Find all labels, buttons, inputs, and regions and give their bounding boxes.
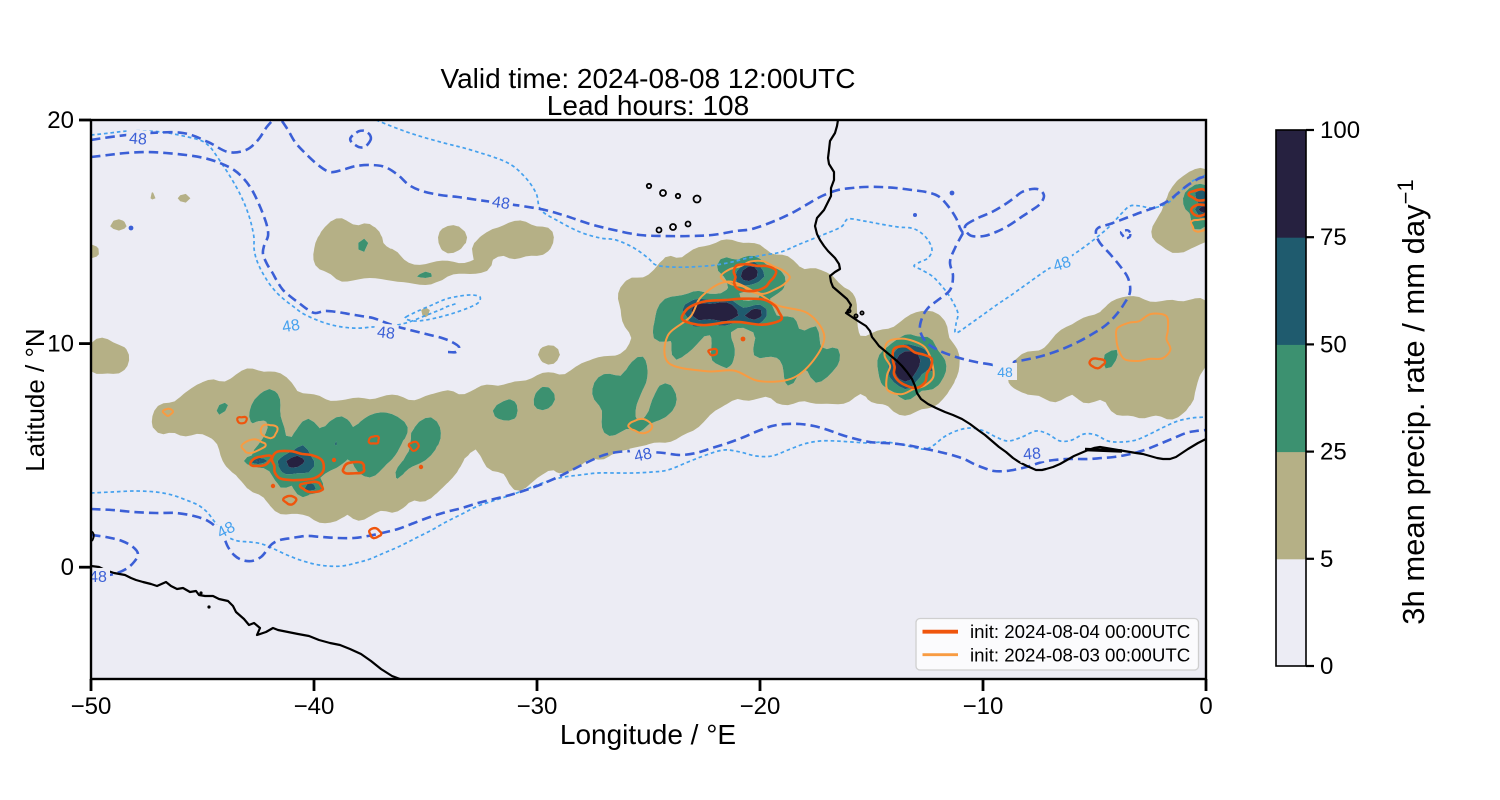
svg-text:Lead hours: 108: Lead hours: 108	[547, 90, 749, 121]
svg-text:Longitude / °E: Longitude / °E	[560, 719, 736, 750]
svg-text:0: 0	[61, 554, 74, 581]
svg-text:Latitude / °N: Latitude / °N	[20, 328, 50, 471]
svg-text:0: 0	[1320, 653, 1333, 680]
svg-text:20: 20	[47, 107, 74, 134]
svg-text:3h mean precip. rate / mm day−: 3h mean precip. rate / mm day−1	[1393, 179, 1431, 625]
svg-text:init: 2024-08-04 00:00UTC: init: 2024-08-04 00:00UTC	[970, 621, 1190, 642]
svg-text:48: 48	[1023, 445, 1042, 463]
svg-text:−20: −20	[740, 693, 781, 720]
svg-text:100: 100	[1320, 117, 1360, 144]
svg-text:48: 48	[214, 519, 238, 542]
svg-text:0: 0	[1199, 693, 1212, 720]
svg-text:−30: −30	[517, 693, 558, 720]
svg-text:48: 48	[491, 194, 511, 214]
svg-text:48: 48	[281, 317, 301, 337]
svg-text:25: 25	[1320, 439, 1347, 466]
svg-text:48: 48	[997, 364, 1013, 380]
svg-text:48: 48	[128, 130, 147, 148]
svg-text:48: 48	[1051, 254, 1073, 276]
svg-text:50: 50	[1320, 331, 1347, 358]
svg-text:init: 2024-08-03 00:00UTC: init: 2024-08-03 00:00UTC	[970, 644, 1190, 665]
svg-text:5: 5	[1320, 546, 1333, 573]
svg-text:−10: −10	[963, 693, 1004, 720]
svg-text:48: 48	[89, 569, 107, 586]
svg-text:48: 48	[376, 324, 396, 343]
svg-text:Valid time: 2024-08-08 12:00UT: Valid time: 2024-08-08 12:00UTC	[440, 63, 855, 94]
svg-text:−40: −40	[294, 693, 335, 720]
svg-text:75: 75	[1320, 224, 1347, 251]
svg-text:−50: −50	[71, 693, 112, 720]
svg-text:48: 48	[633, 445, 654, 465]
svg-text:10: 10	[47, 331, 74, 358]
